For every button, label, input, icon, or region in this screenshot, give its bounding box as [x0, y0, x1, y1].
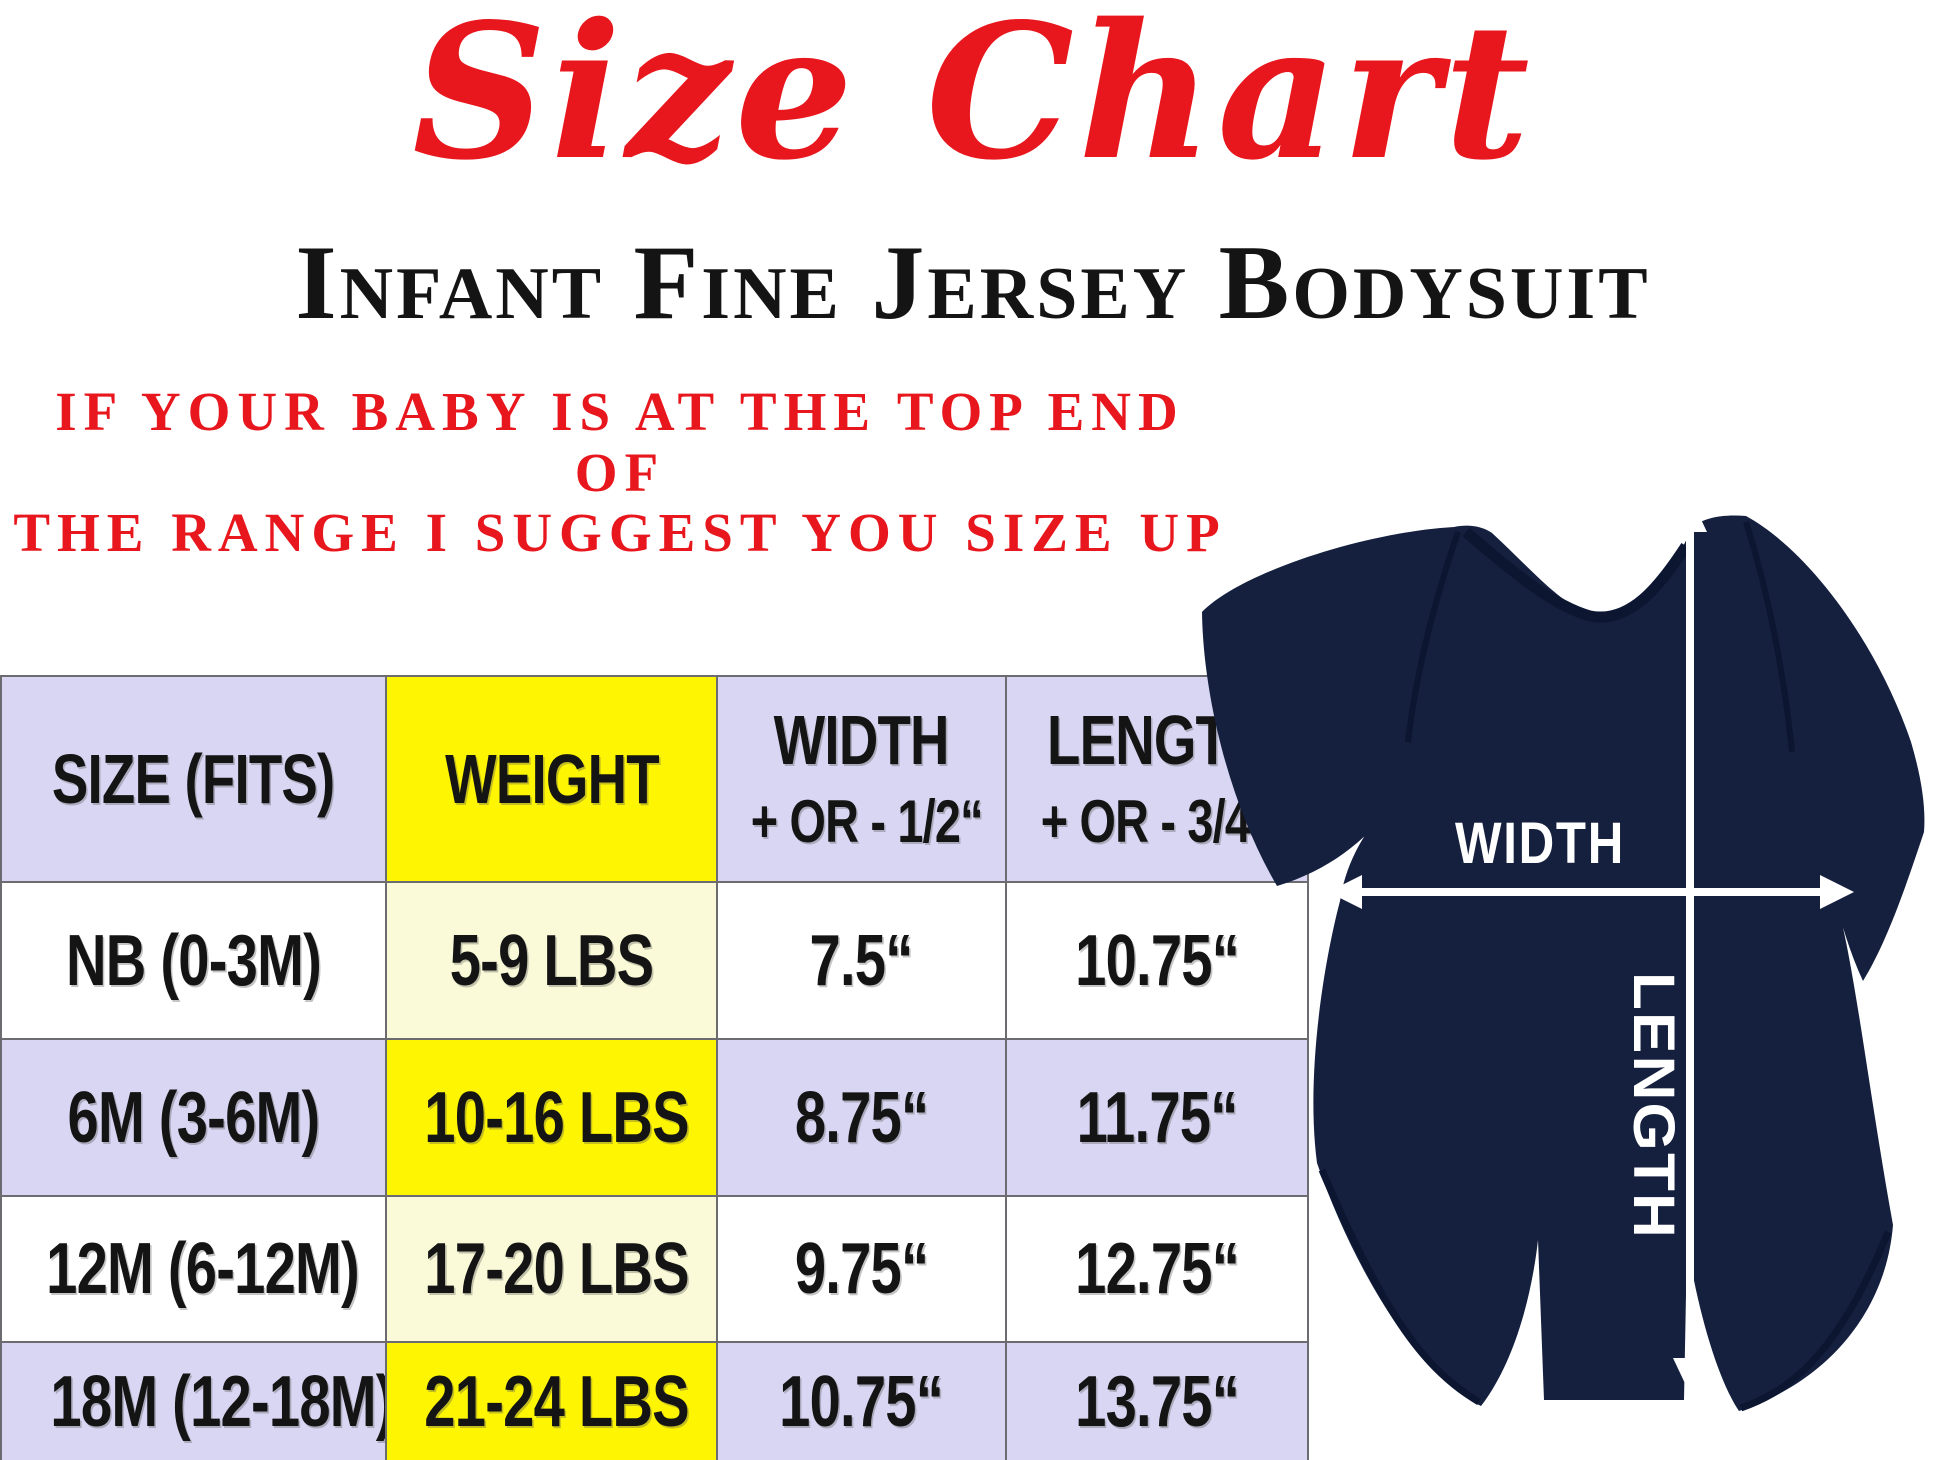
header-tolerance: + OR - 3/4“	[1040, 788, 1274, 855]
cell-weight: 17-20 LBS	[385, 1195, 718, 1343]
cell-weight: 5-9 LBS	[385, 881, 718, 1040]
header-width: WIDTH + OR - 1/2“	[716, 675, 1007, 883]
header-weight: WEIGHT	[385, 675, 718, 883]
cell-width: 7.5“	[716, 881, 1007, 1040]
header-text: WIDTH	[773, 700, 950, 779]
table-row-12m: 12M (6-12M) 17-20 LBS 9.75“ 12.75“	[0, 1195, 1309, 1343]
cell-text: 10.75“	[779, 1362, 945, 1442]
table-row-nb: NB (0-3M) 5-9 LBS 7.5“ 10.75“	[0, 881, 1309, 1040]
page-title: Size Chart	[412, 0, 1534, 201]
bodysuit-shape	[1202, 515, 1925, 1411]
left-lap-fold	[1405, 531, 1461, 743]
sizing-note-line2: THE RANGE I SUGGEST YOU SIZE UP	[13, 502, 1227, 563]
cell-length: 12.75“	[1005, 1195, 1309, 1343]
header-text: WEIGHT	[444, 739, 659, 818]
cell-text: 17-20 LBS	[424, 1229, 689, 1309]
cell-text: 13.75“	[1075, 1362, 1240, 1442]
left-leg-binding	[1318, 1168, 1481, 1405]
cell-width: 10.75“	[716, 1341, 1007, 1460]
width-label: WIDTH	[1455, 811, 1625, 876]
cell-size: NB (0-3M)	[0, 881, 387, 1040]
cell-text: 10-16 LBS	[424, 1077, 689, 1158]
cell-length: 13.75“	[1005, 1341, 1309, 1460]
size-table: SIZE (FITS) WEIGHT WIDTH + OR - 1/2“ LEN…	[0, 675, 1309, 1460]
cell-text: 7.5“	[809, 920, 914, 1001]
cell-text: 12.75“	[1075, 1229, 1240, 1309]
cell-size: 18M (12-18M)	[0, 1341, 387, 1460]
bodysuit-photo: WIDTH LENGTH	[1202, 496, 1925, 1412]
header-size-fits: SIZE (FITS)	[0, 675, 387, 883]
table-header-row: SIZE (FITS) WEIGHT WIDTH + OR - 1/2“ LEN…	[0, 675, 1309, 883]
header-text: SIZE (FITS)	[52, 739, 335, 818]
cell-text: 18M (12-18M)	[50, 1362, 386, 1442]
page-subtitle: Infant Fine Jersey Bodysuit	[295, 224, 1651, 341]
cell-length: 11.75“	[1005, 1038, 1309, 1197]
cell-size: 12M (6-12M)	[0, 1195, 387, 1343]
header-tolerance: + OR - 1/2“	[750, 788, 984, 855]
cell-text: 11.75“	[1076, 1077, 1239, 1158]
length-label: LENGTH	[1621, 972, 1686, 1240]
cell-length: 10.75“	[1005, 881, 1309, 1040]
cell-text: 10.75“	[1075, 920, 1240, 1001]
cell-size: 6M (3-6M)	[0, 1038, 387, 1197]
table-row-6m: 6M (3-6M) 10-16 LBS 8.75“ 11.75“	[0, 1038, 1309, 1197]
cell-weight: 10-16 LBS	[385, 1038, 718, 1197]
cell-weight: 21-24 LBS	[385, 1341, 718, 1460]
cell-text: 6M (3-6M)	[67, 1077, 321, 1158]
table-row-18m: 18M (12-18M) 21-24 LBS 10.75“ 13.75“	[0, 1341, 1309, 1460]
cell-text: 5-9 LBS	[449, 920, 654, 1001]
length-arrow	[1673, 496, 1707, 1394]
cell-text: 9.75“	[794, 1229, 929, 1309]
cell-width: 9.75“	[716, 1195, 1007, 1343]
cell-width: 8.75“	[716, 1038, 1007, 1197]
right-leg-binding	[1739, 1230, 1892, 1412]
right-lap-fold	[1743, 521, 1795, 753]
cell-text: 12M (6-12M)	[46, 1229, 360, 1309]
neckband-seam	[1462, 527, 1691, 623]
cell-text: NB (0-3M)	[65, 920, 322, 1001]
cell-text: 8.75“	[794, 1077, 929, 1158]
sizing-note-line1: IF YOUR BABY IS AT THE TOP END OF	[55, 381, 1185, 503]
sizing-note: IF YOUR BABY IS AT THE TOP END OF THE RA…	[0, 381, 1240, 564]
width-arrow	[1328, 875, 1854, 909]
cell-text: 21-24 LBS	[424, 1362, 689, 1442]
